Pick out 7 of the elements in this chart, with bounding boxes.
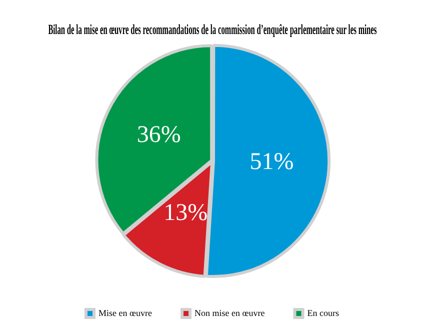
data-label: 13%	[164, 200, 208, 226]
data-label: 51%	[250, 149, 294, 176]
legend-label: En cours	[307, 308, 340, 318]
data-label: 36%	[136, 122, 181, 148]
legend-label: Non mise en œuvre	[194, 308, 265, 318]
chart-title: Bilan de la mise en œuvre des recommandations de la commission d’enquête parlementaire sur les mines	[48, 22, 378, 38]
legend-label: Mise en œuvre	[98, 308, 152, 318]
